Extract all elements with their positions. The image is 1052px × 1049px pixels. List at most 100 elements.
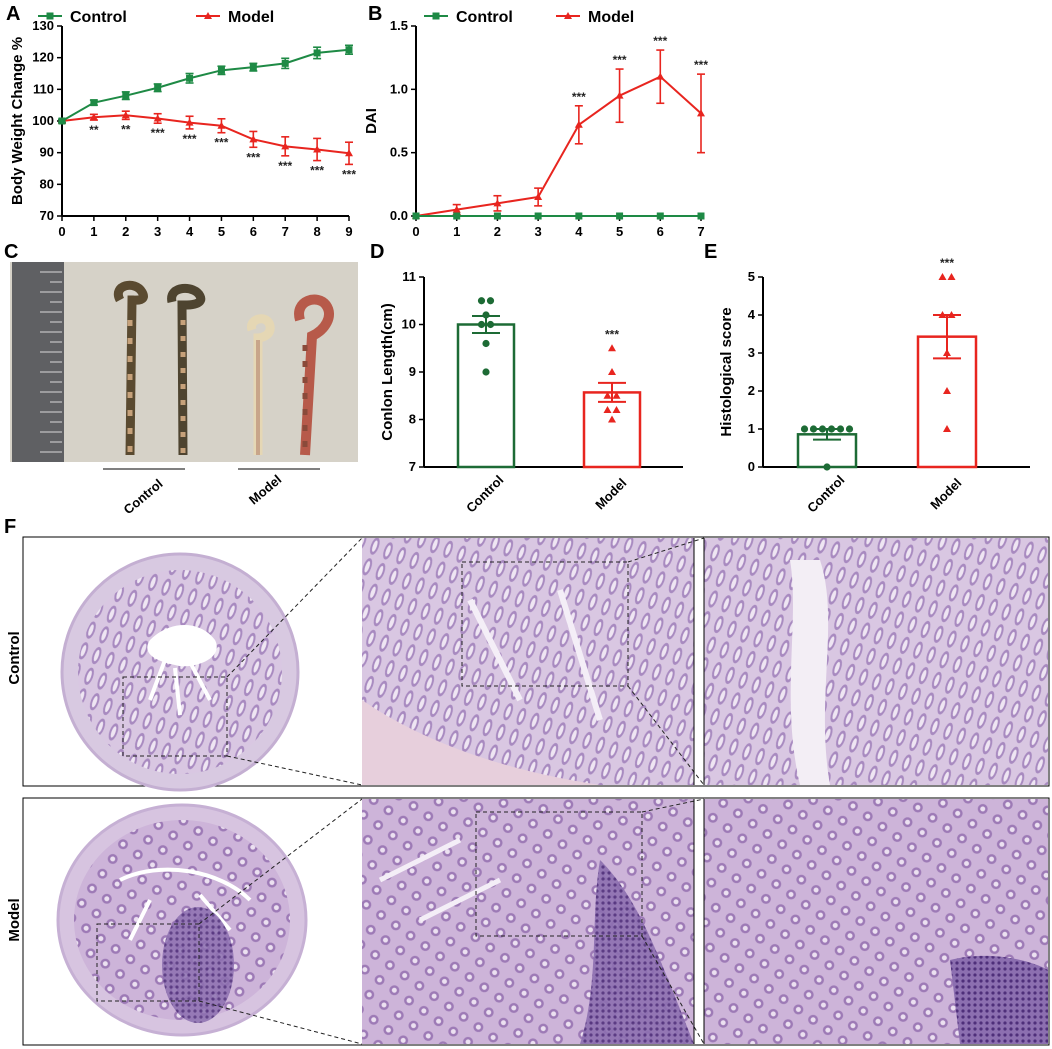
y-tick-label: 8 [409, 412, 416, 427]
control-zoom-box-2 [461, 561, 629, 687]
y-tick-label: 0.5 [390, 145, 408, 160]
panel-label-b: B [368, 3, 382, 25]
panel-label-d: D [370, 241, 384, 263]
significance-mark: *** [310, 164, 324, 178]
legend-marker-control [46, 12, 54, 20]
data-point-model [947, 311, 956, 318]
y-tick-label: 70 [40, 208, 54, 223]
x-tick-label: 5 [616, 224, 623, 239]
data-point-model [612, 406, 621, 413]
y-tick-label: 5 [748, 269, 755, 284]
data-point-model [153, 114, 162, 122]
panel-label-a: A [6, 3, 20, 25]
legend-label-control: Control [456, 9, 513, 26]
data-point-control [656, 212, 664, 220]
x-category-label: Control [463, 472, 506, 515]
x-tick-label: 0 [412, 224, 419, 239]
row-label-model: Model [6, 898, 23, 941]
control-magnified-2 [704, 538, 1048, 785]
y-tick-label: 90 [40, 145, 54, 160]
control-zoom-box-1 [122, 676, 228, 757]
chart-a-body-weight: 70 80 90 100 110 120 130 0 1 2 3 4 5 6 7 8 9 Body Weight … [9, 9, 356, 239]
series-line-model [415, 75, 702, 217]
panel-label-e: E [704, 241, 717, 263]
significance-mark: *** [605, 327, 619, 341]
x-tick-label: 1 [453, 224, 460, 239]
bar-model [582, 391, 642, 469]
x-tick-label: 7 [282, 224, 289, 239]
y-tick-label: 2 [748, 383, 755, 398]
row-label-control: Control [6, 631, 23, 684]
data-point-model [313, 145, 322, 153]
data-point-control [313, 49, 321, 57]
y-tick-label: 7 [409, 459, 416, 474]
data-point-control [186, 74, 194, 82]
data-point-control [800, 425, 809, 433]
data-point-model [493, 199, 502, 207]
y-tick-label: 3 [748, 345, 755, 360]
model-colon-2 [294, 294, 334, 456]
data-point-control [534, 212, 542, 220]
data-point-control [58, 117, 66, 125]
x-tick-label: 3 [154, 224, 161, 239]
y-axis-label: DAI [363, 108, 380, 134]
y-tick-label: 10 [402, 317, 416, 332]
x-tick-label: 9 [345, 224, 352, 239]
x-category-label: Model [592, 475, 629, 512]
histology-panel: Control Model [6, 536, 1050, 1046]
y-tick-label: 4 [748, 307, 756, 322]
photo-label-model: Model [246, 472, 284, 508]
data-point-control [697, 212, 705, 220]
data-point-model [943, 349, 951, 356]
photo-label-control: Control [121, 476, 166, 517]
data-point-control [412, 212, 420, 220]
series-line-control [61, 48, 350, 122]
model-row-frame [22, 797, 1050, 1046]
x-tick-label: 6 [657, 224, 664, 239]
x-tick-label: 1 [90, 224, 97, 239]
x-tick-label: 2 [494, 224, 501, 239]
data-point-model [281, 142, 290, 150]
data-point-model [452, 205, 461, 213]
legend-label-control: Control [70, 9, 127, 26]
data-point-control [836, 425, 845, 433]
x-category-label: Control [804, 472, 847, 515]
y-tick-label: 1 [748, 421, 755, 436]
data-point-control [345, 46, 353, 54]
data-point-model [947, 273, 956, 280]
model-zoom-box-2 [475, 811, 643, 937]
control-colon-1 [113, 280, 148, 456]
data-point-model [938, 311, 947, 318]
legend: Control Model [424, 9, 634, 26]
significance-mark: *** [214, 136, 228, 150]
significance-mark: *** [940, 256, 954, 270]
ruler-ticks [40, 271, 62, 453]
y-tick-label: 0 [748, 459, 755, 474]
data-point-control [281, 59, 289, 67]
x-tick-label: 5 [218, 224, 225, 239]
x-tick-label: 2 [122, 224, 129, 239]
data-point-model [121, 111, 130, 119]
data-point-model [534, 193, 543, 200]
data-point-model [656, 72, 665, 80]
y-tick-label: 0.0 [390, 208, 408, 223]
x-tick-label: 4 [186, 224, 194, 239]
y-tick-label: 11 [402, 269, 416, 284]
panel-label-c: C [4, 241, 18, 263]
data-point-control [482, 339, 490, 348]
control-row-frame [22, 536, 1050, 787]
data-point-model [89, 113, 98, 121]
y-tick-label: 1.0 [390, 81, 408, 96]
colon-photo: Control Model [10, 262, 358, 517]
data-point-control [477, 297, 486, 305]
y-tick-label: 9 [409, 364, 416, 379]
y-tick-label: 80 [40, 176, 54, 191]
x-tick-label: 0 [58, 224, 65, 239]
data-point-model [608, 415, 616, 423]
y-axis-label: Histological score [718, 307, 735, 436]
legend-label-model: Model [588, 9, 634, 26]
data-point-control [818, 425, 827, 433]
x-tick-label: 4 [575, 224, 583, 239]
y-tick-label: 1.5 [390, 18, 408, 33]
data-point-model [249, 135, 258, 143]
